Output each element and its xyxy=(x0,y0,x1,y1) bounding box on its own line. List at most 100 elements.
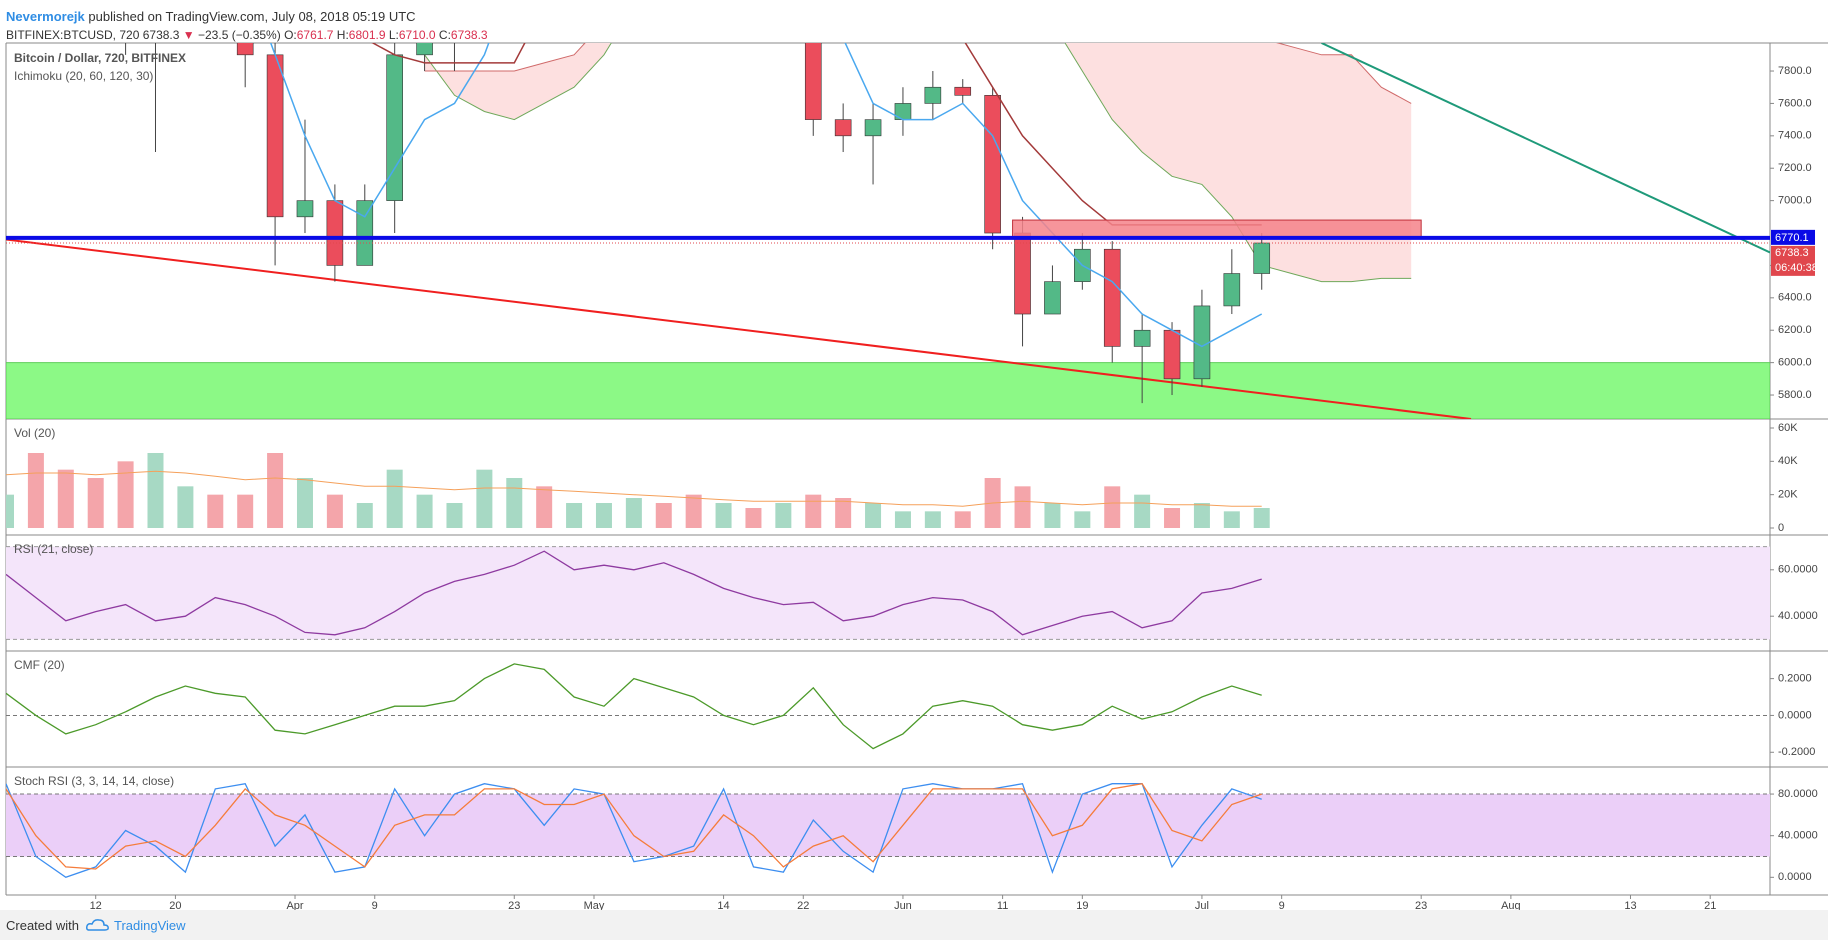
chart-title: Bitcoin / Dollar, 720, BITFINEX xyxy=(14,51,186,65)
change: −23.5 (−0.35%) xyxy=(198,28,281,42)
y-tick-label: 40K xyxy=(1778,455,1798,467)
y-tick-label: 0.2000 xyxy=(1778,673,1812,685)
volume-bar xyxy=(894,511,911,528)
pane-title: CMF (20) xyxy=(14,658,65,672)
header-line: Nevermorejk published on TradingView.com… xyxy=(6,7,488,26)
y-tick-label: 60K xyxy=(1778,422,1798,434)
indicator-line xyxy=(6,550,1262,636)
arrow: ▼ xyxy=(182,28,195,42)
volume-bar xyxy=(924,511,941,528)
symbol: BITFINEX:BTCUSD, 720 xyxy=(6,28,140,42)
volume-bar xyxy=(416,494,433,528)
x-tick-label: 12 xyxy=(90,900,102,912)
support-zone xyxy=(6,362,1770,419)
y-tick-label: 7000.0 xyxy=(1778,195,1812,207)
candle-body xyxy=(864,119,882,137)
x-tick-label: 11 xyxy=(997,900,1008,912)
candle-body xyxy=(745,0,761,22)
low-label: L: xyxy=(388,28,399,42)
high: 6801.9 xyxy=(348,28,386,42)
candle-body xyxy=(476,0,492,6)
open-label: O: xyxy=(284,28,297,42)
y-tick-label: 6000.0 xyxy=(1778,357,1812,369)
last: 6738.3 xyxy=(142,28,180,42)
volume-bar xyxy=(745,508,762,528)
trend-line xyxy=(6,238,1472,419)
y-tick-label: 5800.0 xyxy=(1778,389,1812,401)
volume-bar xyxy=(1223,511,1240,528)
x-tick-label: Aug xyxy=(1501,900,1521,912)
band xyxy=(6,546,1770,640)
high-label: H: xyxy=(336,28,349,42)
created: Created with xyxy=(6,918,79,933)
volume-bar xyxy=(954,511,971,528)
volume-bar xyxy=(1014,486,1031,528)
pane-title: Vol (20) xyxy=(14,426,55,440)
y-tick-label: 6200.0 xyxy=(1778,324,1812,336)
volume-bar xyxy=(6,494,14,528)
candle-body xyxy=(416,43,433,56)
author[interactable]: Nevermorejk xyxy=(6,9,85,24)
candle-body xyxy=(804,43,822,120)
y-tick-label: 7600.0 xyxy=(1778,97,1812,109)
pane xyxy=(6,663,1770,750)
volume-bar xyxy=(1193,503,1210,528)
volume-bar xyxy=(625,498,642,528)
y-tick-label: 0.0000 xyxy=(1778,709,1812,721)
stoch-line xyxy=(6,782,1262,870)
volume-bar xyxy=(386,469,403,528)
volume-bar xyxy=(147,453,164,528)
volume-bar xyxy=(207,494,224,528)
volume-ma xyxy=(6,470,1262,507)
x-tick-label: 13 xyxy=(1624,900,1636,912)
trend-line xyxy=(1321,43,1770,254)
y-tick-label: -0.2000 xyxy=(1778,746,1815,758)
candle-body xyxy=(1103,248,1121,347)
header-line: BITFINEX:BTCUSD, 720 6738.3 ▼ −23.5 (−0.… xyxy=(6,26,488,45)
x-tick-label: Jun xyxy=(894,900,912,912)
level-tag xyxy=(1771,229,1815,245)
footer: Created with TradingView xyxy=(0,910,1828,940)
cloud xyxy=(424,43,1412,282)
pane-title: RSI (21, close) xyxy=(14,542,93,556)
candle-body xyxy=(1133,329,1151,347)
logo xyxy=(86,919,109,931)
candle-body xyxy=(1014,232,1031,315)
volume-bar xyxy=(296,478,313,528)
volume-bar xyxy=(685,494,702,528)
x-tick-label: 14 xyxy=(717,900,729,912)
y-tick-label: 20K xyxy=(1778,489,1798,501)
volume-bar xyxy=(865,503,882,528)
y-tick-label: 6400.0 xyxy=(1778,292,1812,304)
volume-bar xyxy=(117,461,134,528)
pane xyxy=(6,546,1770,640)
close: 6738.3 xyxy=(450,28,488,42)
candle-body xyxy=(356,200,374,266)
low: 6710.0 xyxy=(398,28,436,42)
volume-bar xyxy=(326,494,343,528)
x-tick-label: 9 xyxy=(1279,900,1285,912)
header: Nevermorejk published on TradingView.com… xyxy=(6,7,488,45)
candle-body xyxy=(834,119,852,137)
countdown: 06:40:38 xyxy=(1775,262,1818,274)
open: 6761.7 xyxy=(296,28,334,42)
brand[interactable]: TradingView xyxy=(114,918,186,933)
volume-bar xyxy=(1164,508,1181,528)
close-label: C: xyxy=(438,28,451,42)
price-tag-label: 6738.3 xyxy=(1775,247,1809,259)
volume-bar xyxy=(476,469,493,528)
candle-body xyxy=(1163,329,1181,380)
volume-bar xyxy=(57,469,74,528)
volume-bar xyxy=(237,494,254,528)
pane xyxy=(6,782,1770,879)
volume-bar xyxy=(177,486,194,528)
volume-bar xyxy=(87,478,104,528)
x-tick-label: 19 xyxy=(1076,900,1088,912)
x-tick-label: 22 xyxy=(797,900,809,912)
y-tick-label: 7400.0 xyxy=(1778,130,1812,142)
y-tick-label: 80.0000 xyxy=(1778,788,1818,800)
published: published on TradingView.com, July 08, 2… xyxy=(88,9,416,24)
candle-body xyxy=(296,200,314,218)
x-tick-label: 21 xyxy=(1704,900,1716,912)
